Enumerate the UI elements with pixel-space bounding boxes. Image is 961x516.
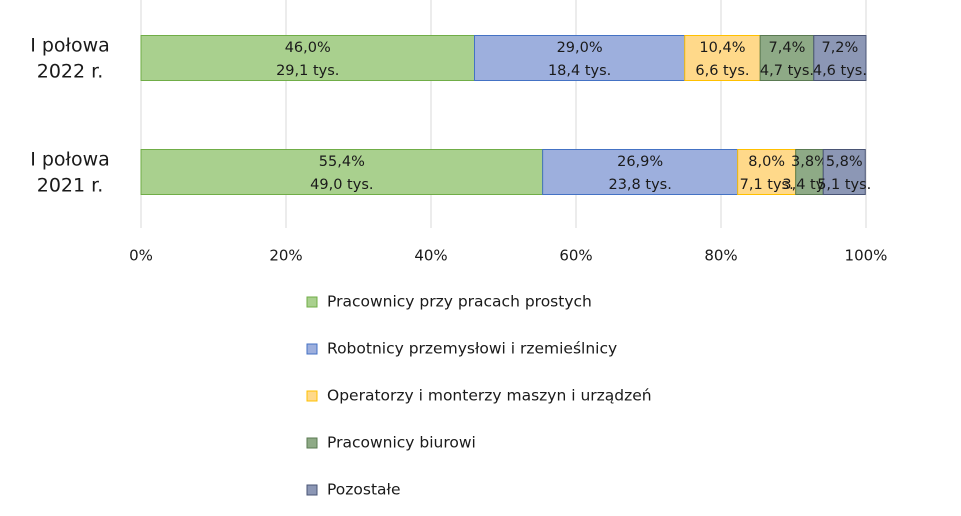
x-tick-label: 80%: [704, 247, 737, 265]
legend-swatch: [306, 343, 318, 355]
x-tick-label: 60%: [559, 247, 592, 265]
x-tick-label: 0%: [129, 247, 153, 265]
data-label-percent: 46,0%: [285, 40, 331, 56]
category-label: 2021 r.: [37, 175, 104, 197]
data-label-percent: 29,0%: [557, 40, 603, 56]
x-tick-label: 20%: [269, 247, 302, 265]
data-label-percent: 3,8%: [791, 154, 828, 170]
legend-label: Robotnicy przemysłowi i rzemieślnicy: [327, 340, 617, 358]
bar-segment: [140, 149, 544, 195]
data-label-value: 6,6 tys.: [695, 63, 749, 79]
bar-segment: [542, 149, 739, 195]
category-label: 2022 r.: [37, 61, 104, 83]
data-label-value: 5,1 tys.: [817, 177, 871, 193]
data-label-value: 4,7 tys.: [760, 63, 814, 79]
data-label-percent: 8,0%: [748, 154, 785, 170]
data-label-percent: 10,4%: [699, 40, 745, 56]
bar-segment: [140, 35, 475, 81]
bar-segment: [759, 35, 815, 81]
x-tick-label: 40%: [414, 247, 447, 265]
data-label-value: 49,0 tys.: [310, 177, 373, 193]
legend-swatch: [306, 296, 318, 308]
data-label-percent: 5,8%: [826, 154, 863, 170]
data-label-value: 7,1 tys.: [740, 177, 794, 193]
data-label-percent: 7,4%: [769, 40, 806, 56]
data-label-percent: 55,4%: [319, 154, 365, 170]
legend-label: Pozostałe: [327, 481, 401, 499]
data-label-value: 18,4 tys.: [548, 63, 611, 79]
category-label: I połowa: [30, 35, 110, 57]
category-label: I połowa: [30, 149, 110, 171]
data-label-value: 29,1 tys.: [276, 63, 339, 79]
legend-label: Pracownicy przy pracach prostych: [327, 293, 592, 311]
bar-segment: [822, 149, 866, 195]
legend-swatch: [306, 484, 318, 496]
bar-segment: [813, 35, 867, 81]
legend-swatch: [306, 390, 318, 402]
bar-segment: [737, 149, 797, 195]
data-label-percent: 26,9%: [617, 154, 663, 170]
data-label-value: 23,8 tys.: [608, 177, 671, 193]
legend-label: Operatorzy i monterzy maszyn i urządzeń: [327, 387, 652, 405]
data-label-value: 4,6 tys.: [813, 63, 867, 79]
legend-label: Pracownicy biurowi: [327, 434, 476, 452]
legend-swatch: [306, 437, 318, 449]
data-label-percent: 7,2%: [821, 40, 858, 56]
x-tick-label: 100%: [845, 247, 888, 265]
